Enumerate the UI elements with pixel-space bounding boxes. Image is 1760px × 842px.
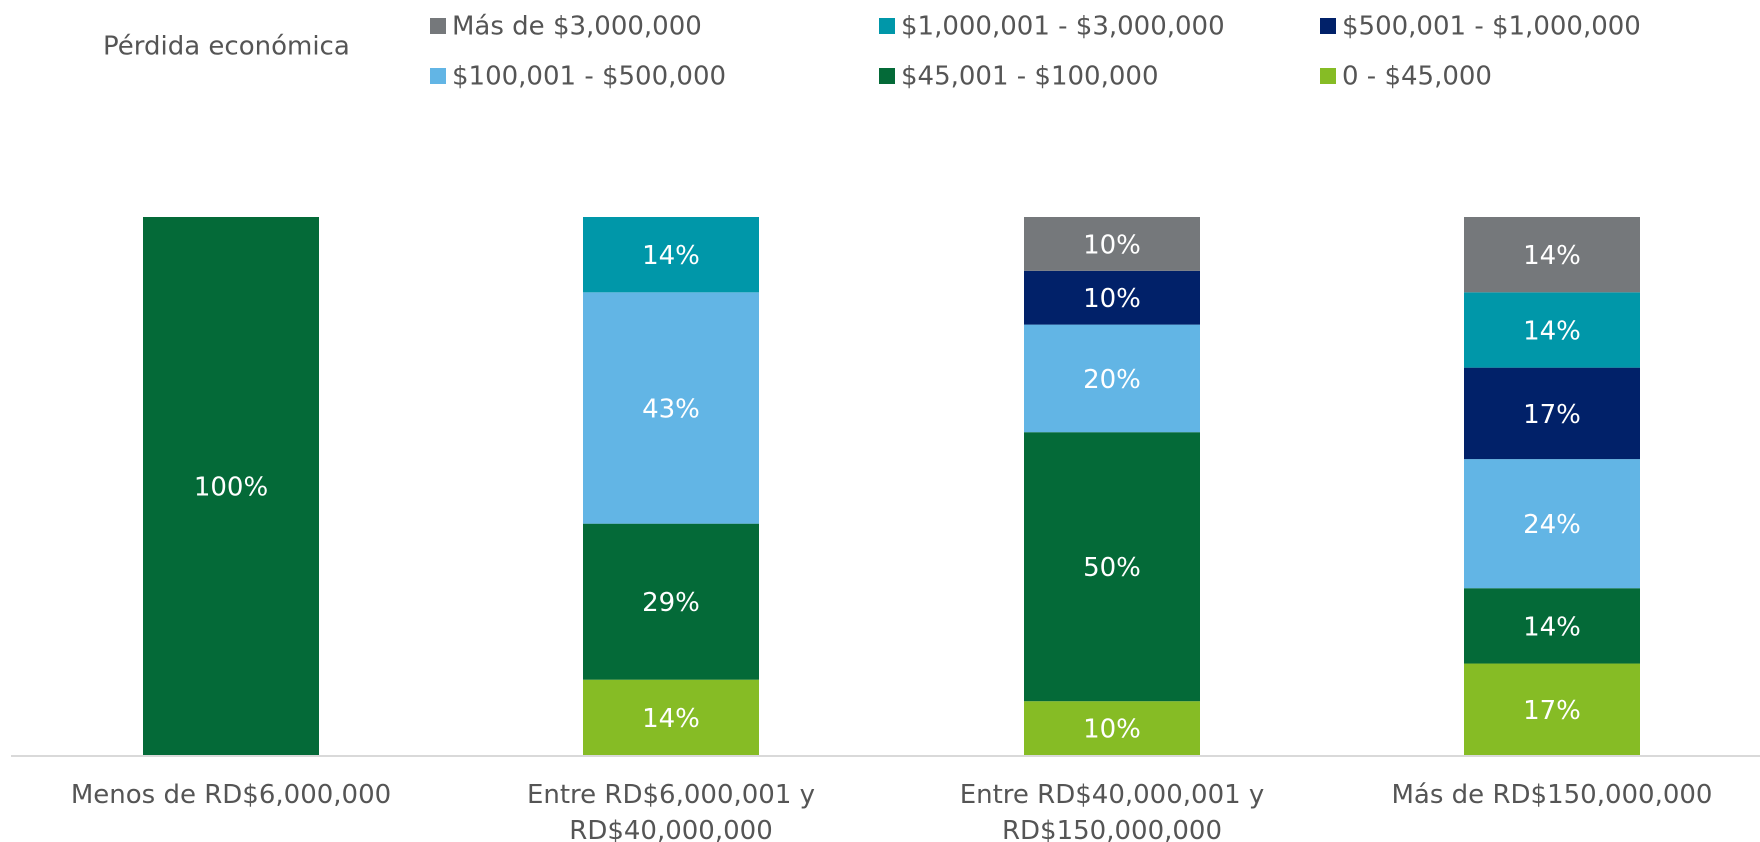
- legend-label: $1,000,001 - $3,000,000: [901, 12, 1225, 42]
- legend-label: $45,001 - $100,000: [901, 62, 1159, 92]
- data-label: 14%: [1523, 241, 1581, 271]
- bar-segment: [1464, 367, 1640, 460]
- bar-segment: [583, 523, 759, 680]
- legend-swatch: [430, 18, 446, 34]
- legend-label: $500,001 - $1,000,000: [1342, 12, 1641, 42]
- data-label: 100%: [194, 473, 268, 503]
- legend-swatch: [879, 18, 895, 34]
- data-label: 10%: [1083, 230, 1141, 260]
- bar-segment: [1024, 324, 1200, 433]
- bar-segment: [1464, 217, 1640, 293]
- bar-segment: [1024, 701, 1200, 755]
- bar-segment: [583, 292, 759, 524]
- data-label: 10%: [1083, 715, 1141, 745]
- x-tick-label: Menos de RD$6,000,000: [70, 780, 392, 810]
- bar-segment: [583, 679, 759, 755]
- bar-segment: [1464, 588, 1640, 664]
- legend-swatch: [879, 68, 895, 84]
- bar-segment: [1024, 217, 1200, 271]
- data-label: 10%: [1083, 284, 1141, 314]
- legend-swatch: [1320, 68, 1336, 84]
- bar-segment: [143, 217, 319, 755]
- data-label: 50%: [1083, 553, 1141, 583]
- bar-segment: [1024, 432, 1200, 702]
- legend-label: 0 - $45,000: [1342, 62, 1492, 92]
- legend-swatch: [430, 68, 446, 84]
- data-label: 17%: [1523, 400, 1581, 430]
- bar-segment: [1464, 292, 1640, 368]
- data-label: 14%: [642, 241, 700, 271]
- legend-label: $100,001 - $500,000: [452, 62, 726, 92]
- data-label: 43%: [642, 394, 700, 424]
- x-tick-label: Más de RD$150,000,000: [1391, 780, 1713, 810]
- data-label: 17%: [1523, 696, 1581, 726]
- legend-swatch: [1320, 18, 1336, 34]
- legend-label: Más de $3,000,000: [452, 12, 702, 42]
- x-tick-label: Entre RD$6,000,001 y RD$40,000,000: [526, 780, 816, 842]
- data-label: 14%: [1523, 316, 1581, 346]
- data-label: 14%: [1523, 612, 1581, 642]
- bar-segment: [583, 217, 759, 293]
- data-label: 29%: [642, 588, 700, 618]
- x-tick-label: Entre RD$40,000,001 y RD$150,000,000: [959, 780, 1265, 842]
- bar-segment: [1464, 663, 1640, 755]
- bar-segment: [1464, 459, 1640, 589]
- bar-segment: [1024, 270, 1200, 325]
- data-label: 24%: [1523, 510, 1581, 540]
- legend-title: Pérdida económica: [103, 32, 350, 62]
- data-label: 20%: [1083, 365, 1141, 395]
- data-label: 14%: [642, 704, 700, 734]
